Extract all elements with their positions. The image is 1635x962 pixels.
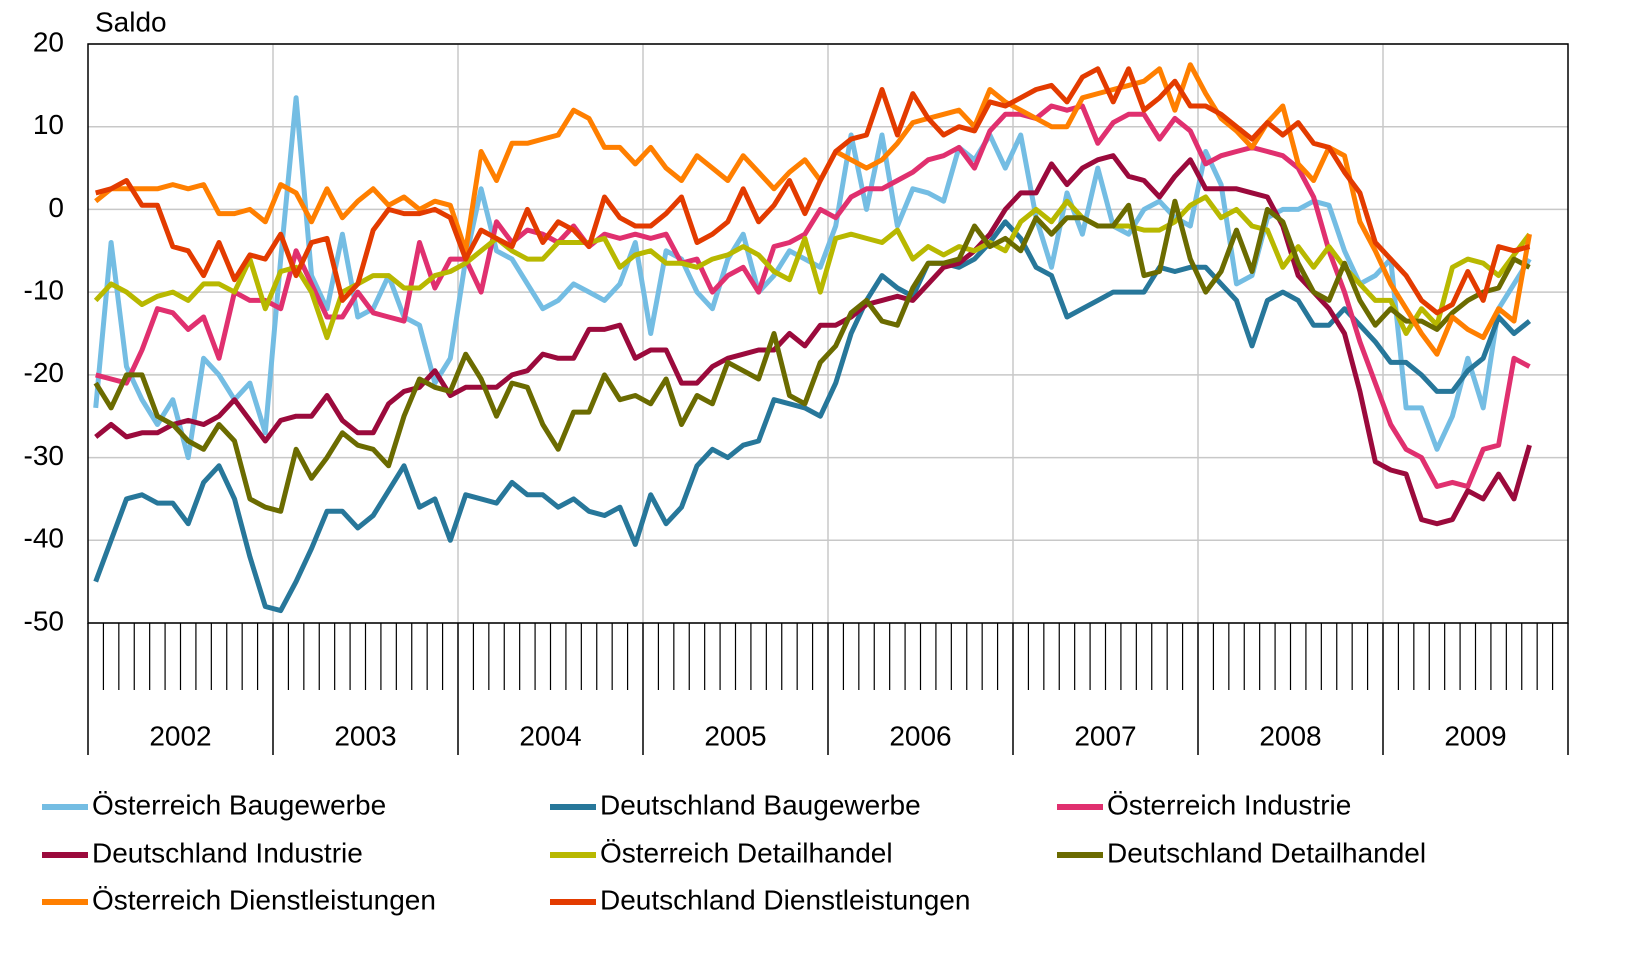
series-line (93, 198, 1531, 514)
y-tick-label: -50 (24, 605, 64, 636)
x-tick-label: 2006 (889, 720, 951, 751)
legend-label: Österreich Detailhandel (600, 837, 893, 868)
legend-label: Deutschland Dienstleistungen (600, 884, 970, 915)
legend-label: Österreich Baugewerbe (92, 789, 386, 820)
y-tick-label: -30 (24, 440, 64, 471)
legend-label: Deutschland Industrie (92, 837, 363, 868)
x-tick-label: 2007 (1074, 720, 1136, 751)
y-tick-label: 0 (48, 192, 64, 223)
x-tick-label: 2004 (519, 720, 581, 751)
x-tick-label: 2002 (149, 720, 211, 751)
series-line (94, 153, 1532, 527)
series-line (93, 194, 1532, 341)
x-tick-label: 2005 (704, 720, 766, 751)
legend-label: Deutschland Baugewerbe (600, 789, 921, 820)
y-tick-label: -20 (24, 357, 64, 388)
legend-label: Deutschland Detailhandel (1107, 837, 1426, 868)
y-axis-label: Saldo (95, 6, 167, 37)
x-tick-label: 2008 (1259, 720, 1321, 751)
y-tick-label: 20 (33, 26, 64, 57)
series-line (93, 219, 1532, 614)
plot-frame (87, 43, 1569, 624)
series-line (95, 66, 1531, 316)
y-tick-label: 10 (33, 109, 64, 140)
x-tick-label: 2003 (334, 720, 396, 751)
series-line (94, 62, 1532, 357)
legend-label: Österreich Industrie (1107, 789, 1351, 820)
y-tick-label: -40 (24, 523, 64, 554)
x-tick-label: 2009 (1444, 720, 1506, 751)
y-tick-label: -10 (24, 275, 64, 306)
legend-label: Österreich Dienstleistungen (92, 884, 436, 915)
